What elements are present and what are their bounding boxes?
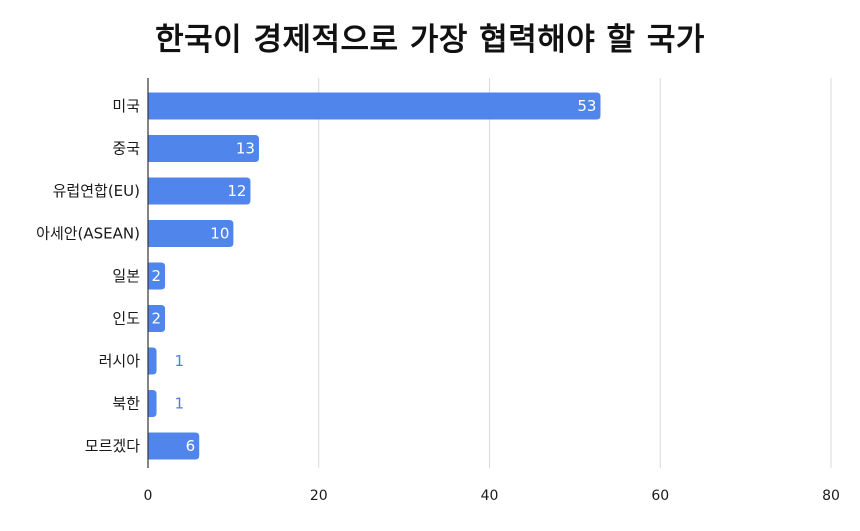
data-label: 13 [236, 140, 255, 158]
bar-미국 [148, 92, 601, 120]
x-tick-label-80: 80 [822, 488, 840, 504]
category-label: 중국 [112, 140, 140, 158]
x-tick-label-40: 40 [481, 488, 499, 504]
bar-아세안(ASEAN) [148, 220, 234, 247]
data-label: 1 [175, 352, 185, 370]
data-label: 12 [227, 182, 246, 200]
x-tick-label-0: 0 [144, 488, 153, 504]
data-label: 53 [577, 97, 596, 115]
bar-유럽연합(EU) [148, 177, 251, 205]
x-tick-label-20: 20 [310, 488, 328, 504]
category-label: 모르겠다 [85, 437, 140, 455]
category-label: 유럽연합(EU) [53, 182, 140, 200]
bar-북한 [148, 390, 157, 417]
chart-title: 한국이 경제적으로 가장 협력해야 할 국가 [155, 22, 705, 58]
category-label: 북한 [112, 395, 140, 413]
category-label: 일본 [112, 267, 140, 285]
data-label: 6 [186, 437, 196, 455]
data-label: 1 [175, 395, 185, 413]
data-label: 10 [210, 225, 229, 243]
category-label: 인도 [112, 310, 140, 328]
bar-모르겠다 [148, 432, 200, 460]
category-label: 아세안(ASEAN) [36, 225, 140, 243]
bar-일본 [148, 262, 166, 290]
bar-러시아 [148, 347, 157, 375]
bar-인도 [148, 305, 166, 332]
data-label: 2 [152, 267, 162, 285]
category-label: 미국 [112, 97, 140, 115]
category-label: 러시아 [99, 352, 141, 370]
data-label: 2 [152, 310, 162, 328]
x-tick-label-60: 60 [651, 488, 669, 504]
bar-중국 [148, 135, 259, 162]
